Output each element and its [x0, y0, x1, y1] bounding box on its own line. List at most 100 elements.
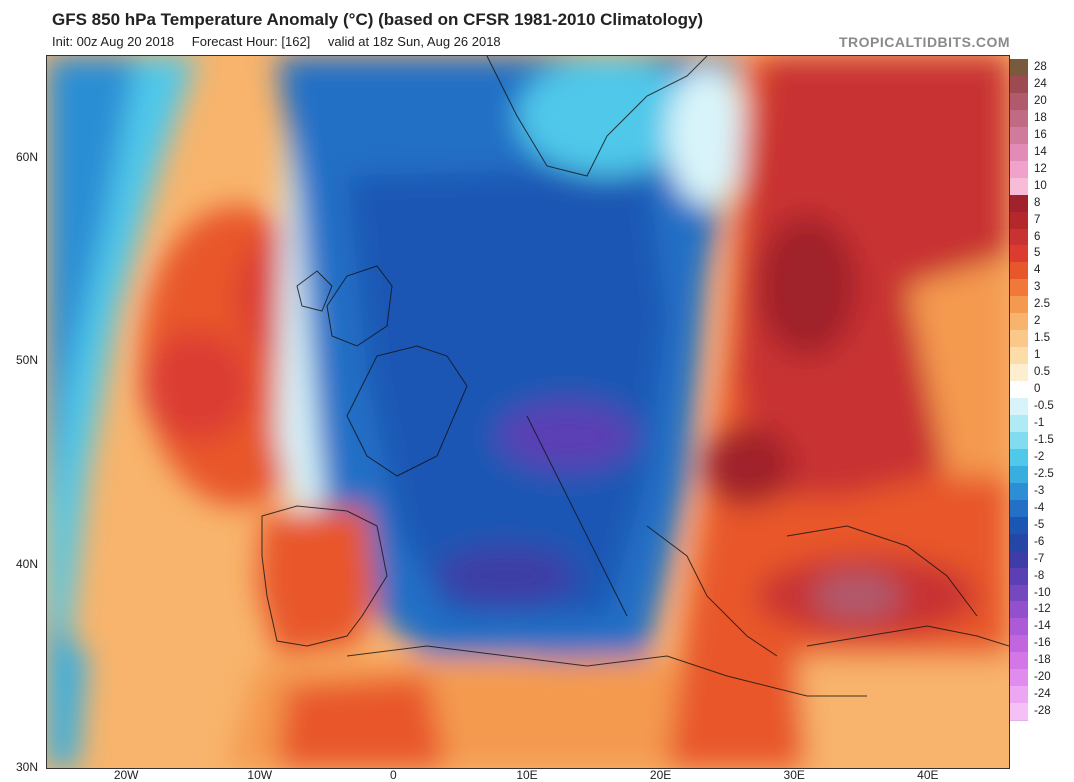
colorbar-swatch: [1010, 533, 1028, 552]
colorbar-swatch: [1010, 431, 1028, 450]
colorbar-label: 20: [1034, 94, 1047, 107]
colorbar-swatch: [1010, 448, 1028, 467]
init-time: Init: 00z Aug 20 2018: [52, 34, 175, 49]
colorbar-swatch: [1010, 194, 1028, 213]
colorbar-swatch: [1010, 177, 1028, 196]
colorbar-swatch: [1010, 482, 1028, 501]
colorbar-label: 10: [1034, 179, 1047, 192]
colorbar-label: 24: [1034, 77, 1047, 90]
map-title: GFS 850 hPa Temperature Anomaly (°C) (ba…: [52, 10, 704, 29]
colorbar-label: -8: [1034, 569, 1045, 582]
colorbar-label: -12: [1034, 603, 1051, 616]
colorbar-swatch: [1010, 703, 1028, 722]
colorbar-swatch: [1010, 686, 1028, 705]
colorbar-label: 5: [1034, 247, 1041, 260]
lat-label: 30N: [16, 760, 39, 774]
colorbar-label: -2: [1034, 450, 1045, 463]
colorbar-swatch: [1010, 126, 1028, 145]
colorbar-label: 28: [1034, 60, 1047, 73]
colorbar-swatch: [1010, 652, 1028, 671]
lon-label: 40E: [917, 768, 939, 782]
colorbar-label: 7: [1034, 213, 1041, 226]
colorbar-label: 6: [1034, 230, 1041, 243]
valid-time: valid at 18z Sun, Aug 26 2018: [327, 34, 501, 49]
colorbar-swatch: [1010, 635, 1028, 654]
colorbar-swatch: [1010, 313, 1028, 332]
colorbar-label: -4: [1034, 501, 1045, 514]
colorbar-swatch: [1010, 330, 1028, 349]
colorbar-swatch: [1010, 92, 1028, 111]
colorbar-swatch: [1010, 465, 1028, 484]
lat-label: 60N: [16, 149, 39, 164]
colorbar-label: -16: [1034, 637, 1051, 650]
colorbar-label: 14: [1034, 145, 1047, 158]
lon-label: 10W: [247, 768, 273, 782]
colorbar-label: -18: [1034, 654, 1051, 667]
colorbar-label: -28: [1034, 705, 1051, 718]
colorbar-swatch: [1010, 160, 1028, 179]
colorbar-label: 2: [1034, 315, 1041, 328]
colorbar-swatch: [1010, 567, 1028, 586]
forecast-hour: Forecast Hour: [162]: [191, 34, 311, 49]
colorbar-label: -1.5: [1034, 433, 1054, 446]
colorbar-label: 1.5: [1034, 332, 1050, 345]
colorbar-swatch: [1010, 398, 1028, 416]
lon-label: 30E: [783, 768, 805, 782]
colorbar-label: -6: [1034, 535, 1045, 548]
colorbar-legend: 28 24 20 18 16 14 12 10 8 7 6 5 4 3 2.5 2 1.5 1 0.5 0 -0.5 -1…: [1010, 55, 1070, 767]
colorbar-swatch: [1010, 364, 1028, 383]
lon-label: 10E: [516, 768, 538, 782]
map-panel: [46, 55, 1010, 769]
lat-label: 40N: [16, 556, 39, 571]
colorbar-label: -14: [1034, 620, 1051, 633]
colorbar-swatch: [1010, 262, 1028, 281]
anomaly-map: [47, 56, 1009, 768]
brand-watermark: TROPICALTIDBITS.COM: [838, 34, 1010, 50]
colorbar-label: 8: [1034, 196, 1041, 209]
colorbar-label: -1: [1034, 416, 1045, 429]
colorbar-swatch: [1010, 211, 1028, 230]
colorbar-swatch: [1010, 601, 1028, 620]
lon-label: 20E: [649, 768, 672, 782]
colorbar-label: 0: [1034, 383, 1041, 396]
map-subtitle: Init: 00z Aug 20 2018 Forecast Hour: [16…: [52, 34, 515, 49]
colorbar-swatch: [1010, 618, 1028, 637]
lat-label: 50N: [16, 353, 39, 368]
colorbar-swatch: [1010, 669, 1028, 688]
colorbar-label: -2.5: [1034, 467, 1054, 480]
colorbar-label: -0.5: [1034, 400, 1054, 413]
colorbar-label: -5: [1034, 518, 1045, 531]
colorbar-swatch: [1010, 109, 1028, 128]
colorbar-label: 1: [1034, 349, 1041, 362]
lon-label: 0: [390, 768, 397, 782]
colorbar-label: -10: [1034, 586, 1051, 599]
colorbar-swatch: [1010, 347, 1028, 366]
colorbar-label: -20: [1034, 671, 1051, 684]
colorbar-swatch: [1010, 75, 1028, 94]
colorbar-label: 0.5: [1034, 366, 1050, 379]
colorbar-swatch: [1010, 584, 1028, 603]
colorbar-label: 4: [1034, 264, 1041, 277]
colorbar-swatch: [1010, 296, 1028, 315]
colorbar-swatch: [1010, 228, 1028, 247]
coastlines: [261, 56, 1009, 697]
colorbar-label: -24: [1034, 688, 1051, 701]
colorbar-swatch: [1010, 499, 1028, 518]
colorbar-swatch: [1010, 245, 1028, 264]
colorbar-swatch: [1010, 279, 1028, 298]
colorbar-label: 2.5: [1034, 298, 1050, 311]
colorbar-label: -3: [1034, 484, 1045, 497]
colorbar-label: 12: [1034, 162, 1047, 175]
colorbar-swatch: [1010, 59, 1028, 77]
colorbar-swatch: [1010, 415, 1028, 433]
anomaly-field: [47, 56, 1009, 768]
colorbar-swatch: [1010, 381, 1028, 400]
colorbar-swatch: [1010, 550, 1028, 569]
colorbar-label: 16: [1034, 128, 1047, 141]
colorbar-label: 18: [1034, 111, 1047, 124]
colorbar-swatch: [1010, 143, 1028, 162]
colorbar-label: -7: [1034, 552, 1045, 565]
colorbar-swatch: [1010, 516, 1028, 535]
lon-label: 20W: [113, 768, 139, 782]
colorbar-label: 3: [1034, 281, 1041, 294]
